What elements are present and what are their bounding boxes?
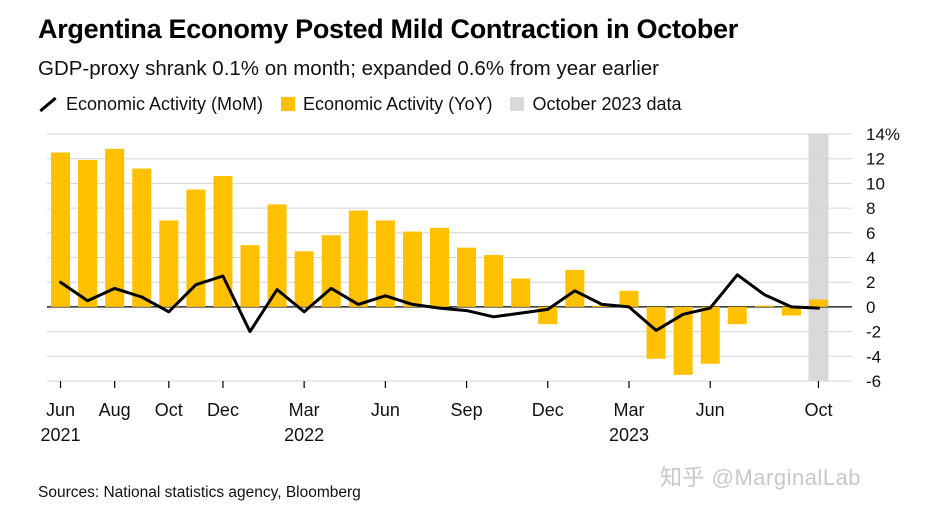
bar-yoy [430,227,449,307]
bar-yoy [267,204,287,307]
bar-yoy [700,306,720,364]
legend-item-yoy: Economic Activity (YoY) [281,94,492,115]
y-tick-label: -2 [866,323,881,342]
bar-yoy [159,220,179,307]
legend-label-mom: Economic Activity (MoM) [66,93,264,114]
x-tick-label: Jun [46,400,75,420]
bar-yoy [348,210,368,307]
bar-yoy [592,305,612,307]
y-tick-label: 4 [866,249,875,268]
chart-subtitle: GDP-proxy shrank 0.1% on month; expanded… [38,57,659,80]
x-tick-year: 2021 [41,425,81,445]
bar-yoy [186,189,206,307]
x-tick-year: 2022 [284,425,324,445]
y-tick-label: 10 [866,174,885,193]
x-tick-label: Oct [155,400,183,420]
bar-yoy [375,220,395,307]
x-tick-year: 2023 [609,425,649,445]
bar-yoy [484,255,504,307]
legend-yoy-swatch [281,97,296,111]
y-tick-label: 2 [866,273,875,292]
bar-yoy [51,152,71,307]
bar-yoy [727,306,747,325]
legend-label-yoy: Economic Activity (YoY) [303,93,493,114]
bar-yoy [78,159,98,307]
x-tick-label: Mar [289,400,320,420]
y-tick-label: 12 [866,150,885,169]
x-tick-label: Dec [207,400,239,420]
x-tick-label: Oct [804,400,832,420]
y-tick-label: 0 [866,298,875,317]
bar-yoy [457,247,477,307]
bar-yoy [240,245,260,307]
bar-yoy [294,251,314,307]
x-tick-label: Sep [451,400,483,420]
chart-title: Argentina Economy Posted Mild Contractio… [38,14,738,44]
bar-yoy [565,269,585,307]
x-tick-label: Mar [613,400,644,420]
y-tick-label: 8 [866,199,875,218]
y-tick-label: 6 [866,224,875,243]
bar-yoy [781,306,801,316]
bar-yoy [321,235,341,307]
legend-item-mom: Economic Activity (MoM) [38,94,263,115]
y-tick-label: -6 [866,372,881,391]
bar-yoy [213,175,233,307]
watermark: 知乎 @MarginalLab [660,465,862,490]
bar-yoy [402,231,422,307]
source-note: Sources: National statistics agency, Blo… [38,484,361,501]
legend-october-swatch [510,97,525,111]
bar-yoy [673,306,693,375]
bar-yoy [754,305,774,307]
bar-yoy [808,299,828,307]
bar-yoy [619,290,639,307]
legend-item-october: October 2023 data [510,93,682,115]
x-tick-label: Jun [371,400,400,420]
x-tick-label: Dec [532,400,564,420]
line-mom [59,273,820,334]
bar-yoy [646,306,666,359]
y-tick-label: -4 [866,347,881,366]
bar-yoy [105,148,125,307]
y-tick-label: 14% [866,125,900,144]
legend: Economic Activity (MoM) Economic Activit… [38,93,700,115]
bar-yoy [132,168,152,307]
x-tick-label: Aug [99,400,131,420]
bar-yoy [511,278,531,307]
legend-label-october: October 2023 data [532,93,682,114]
x-tick-label: Jun [696,400,725,420]
